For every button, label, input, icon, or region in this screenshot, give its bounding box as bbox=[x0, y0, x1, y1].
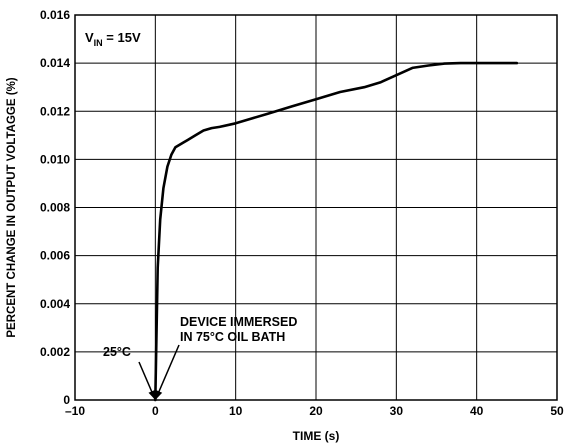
series-line bbox=[154, 61, 519, 402]
y-tick-label: 0.006 bbox=[40, 249, 70, 263]
grid bbox=[74, 14, 558, 401]
annotation-arrows bbox=[138, 344, 180, 401]
x-tick-label: –10 bbox=[65, 404, 85, 418]
y-tick-label: 0 bbox=[63, 393, 70, 407]
y-tick-label: 0.004 bbox=[40, 297, 70, 311]
x-tick-label: 0 bbox=[152, 404, 159, 418]
x-tick-label: 40 bbox=[470, 404, 484, 418]
start-temp-arrow-head bbox=[148, 390, 156, 400]
start-temp-annotation: 25°C bbox=[103, 345, 131, 359]
x-tick-label: 30 bbox=[390, 404, 404, 418]
y-tick-labels: 0 0.002 0.004 0.006 0.008 0.010 0.012 0.014 0.01… bbox=[40, 8, 70, 407]
y-tick-label: 0.012 bbox=[40, 104, 70, 118]
vin-subscript: IN bbox=[94, 38, 103, 48]
vin-annotation: VIN = 15V bbox=[85, 30, 141, 48]
y-axis-label: PERCENT CHANGE IN OUTPUT VOLTAGGE (%) bbox=[6, 77, 18, 337]
y-tick-label: 0.008 bbox=[40, 201, 70, 215]
plot-frame bbox=[74, 14, 558, 401]
x-tick-labels: –10 0 10 20 30 40 50 bbox=[65, 404, 564, 418]
immersed-arrow-head bbox=[155, 390, 163, 400]
y-tick-label: 0.002 bbox=[40, 345, 70, 359]
vin-rest: = 15V bbox=[103, 30, 141, 45]
x-axis-label: TIME (s) bbox=[293, 429, 340, 443]
x-tick-label: 50 bbox=[550, 404, 564, 418]
x-tick-label: 10 bbox=[229, 404, 243, 418]
y-tick-label: 0.016 bbox=[40, 8, 70, 22]
y-tick-label: 0.010 bbox=[40, 152, 70, 166]
vin-main: V bbox=[85, 30, 94, 45]
immersed-annotation-line2: IN 75°C OIL BATH bbox=[180, 330, 285, 344]
immersed-annotation-line1: DEVICE IMMERSED bbox=[180, 315, 297, 329]
immersed-arrow bbox=[154, 344, 180, 401]
y-tick-label: 0.014 bbox=[40, 56, 70, 70]
x-tick-label: 20 bbox=[309, 404, 323, 418]
